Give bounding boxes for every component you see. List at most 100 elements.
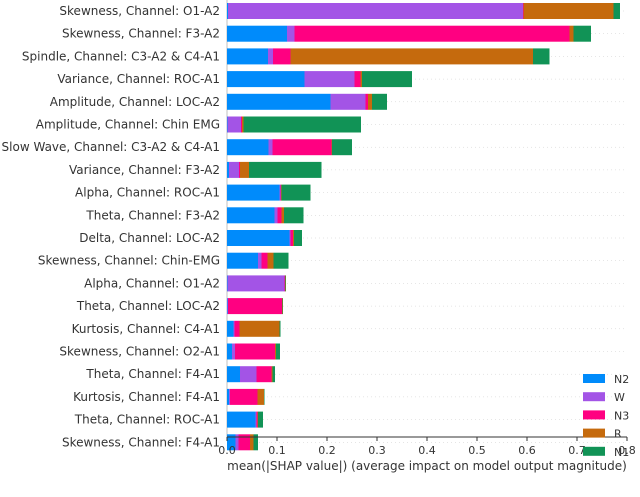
bar-segment-w [255,411,257,428]
bar-segment-n3 [365,93,368,110]
bar-segment-w [229,388,230,405]
bar-segment-w [289,230,291,246]
legend-swatch-n2 [583,374,605,383]
bar-segment-n2 [227,366,240,383]
x-axis-ticks: 0.0 0.1 0.2 0.3 0.4 0.5 0.6 0.7 0.8 [218,437,636,457]
bar-segment-r [290,48,533,65]
bar-segment-n3 [284,275,285,292]
bar-segment-n1 [243,116,361,133]
bar-segment-r [267,252,274,269]
bar-segment-n3 [238,434,250,451]
bar-segment-r [523,3,614,19]
bar-segment-n2 [227,93,331,110]
bar-segment-r [257,388,264,405]
legend: N2 W N3 R N1 [583,373,629,459]
legend-label-n2: N2 [614,373,629,386]
x-tick-label: 0.7 [568,444,586,457]
bar-segment-n2 [227,411,256,428]
bar-segment-w [227,116,241,133]
legend-swatch-w [583,392,605,402]
legend-label-n1: N1 [614,446,629,459]
bar-segment-r [281,184,282,201]
bar-segment-n2 [227,161,229,178]
x-tick-label: 0.8 [618,444,636,457]
x-tick-label: 0.5 [468,444,486,457]
bar-segment-w [330,93,366,110]
bar-segment-n3 [261,252,268,269]
y-axis-label: Theta, Channel: F3-A2 [85,208,220,222]
bar-segment-n3 [228,298,282,315]
bar-segment-n1 [276,343,280,360]
y-axis-label: Amplitude, Channel: LOC-A2 [50,95,220,109]
bar-segment-n3 [354,71,361,88]
legend-label-w: W [614,391,625,404]
bar-segment-n1 [533,48,550,65]
bar-segment-n3 [256,411,258,428]
bar-segment-n1 [264,388,265,405]
bar-segment-n2 [227,252,258,269]
y-axis-label: Kurtosis, Channel: F4-A1 [73,390,220,404]
bar-segment-n1 [372,93,387,110]
bar-segment-n2 [227,139,269,156]
bar-segment-n1 [573,25,591,42]
bar-segment-r [250,434,254,451]
y-axis-label: Theta, Channel: F4-A1 [85,367,220,381]
bar-segment-n2 [227,116,228,133]
bar-segment-w [287,25,295,42]
y-axis-labels: Skewness, Channel: O1-A2 Skewness, Channe… [2,4,220,449]
bar-segment-w [229,161,239,178]
bar-segment-n1 [285,275,286,292]
bar-segment-n2 [227,3,228,19]
bar-segment-r [239,320,280,337]
y-axis-label: Skewness, Channel: O2-A1 [59,345,220,359]
y-axis-label: Theta, Channel: ROC-A1 [74,413,220,427]
y-axis-label: Skewness, Channel: O1-A2 [59,4,220,18]
bar-segment-n2 [227,320,234,337]
bar-segment-r [293,230,294,246]
x-tick-label: 0.4 [418,444,436,457]
y-axis-label: Kurtosis, Channel: C4-A1 [72,322,220,336]
bar-segment-n1 [282,298,283,315]
bar-segment-n3 [290,230,293,246]
bar-segment-n2 [227,48,268,65]
bar-segment-n2 [227,298,228,315]
bars-layer [227,3,620,451]
bar-segment-r [360,71,362,88]
bar-segment-w [279,184,281,201]
bar-segment-n3 [256,366,272,383]
legend-label-r: R [614,428,622,441]
bar-segment-n1 [253,434,258,451]
bar-segment-n3 [235,343,275,360]
bar-segment-r [257,411,258,428]
bar-segment-n2 [227,275,228,292]
y-axis-label: Alpha, Channel: ROC-A1 [75,186,220,200]
bar-segment-w [274,207,278,224]
bar-segment-n2 [227,434,236,451]
y-axis-label: Variance, Channel: F3-A2 [69,163,220,177]
legend-label-n3: N3 [614,409,629,422]
y-axis-label: Slow Wave, Channel: C3-A2 & C4-A1 [2,140,220,154]
x-tick-label: 0.6 [518,444,536,457]
x-tick-label: 0.1 [268,444,286,457]
bar-segment-r [281,207,284,224]
bar-segment-n1 [362,71,412,88]
bar-segment-r [368,93,372,110]
y-axis-label: Alpha, Channel: O1-A2 [84,276,220,290]
legend-swatch-r [583,428,605,438]
bar-segment-r [275,343,276,360]
x-tick-label: 0.2 [318,444,336,457]
bar-segment-r [282,298,283,315]
bar-segment-n3 [294,25,570,42]
bar-segment-n1 [332,139,352,156]
bar-segment-n3 [272,139,332,156]
legend-swatch-n1 [583,446,605,456]
x-tick-label: 0.0 [218,444,236,457]
bar-segment-n2 [227,184,280,201]
bar-segment-n2 [227,25,287,42]
bar-segment-n3 [241,116,242,133]
bar-segment-n1 [281,184,311,201]
bar-segment-w [304,71,355,88]
bar-segment-n3 [239,161,240,178]
bar-segment-n1 [272,366,275,383]
bar-segment-r [285,275,286,292]
